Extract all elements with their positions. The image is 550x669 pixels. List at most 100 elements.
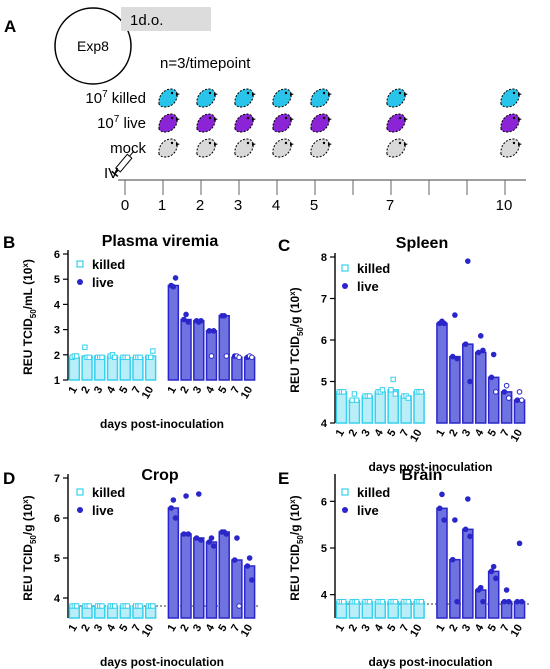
x-tick-label: 3 [460,428,473,439]
x-tick-label: 2 [178,385,191,396]
live-point [183,311,189,318]
x-tick-label: 7 [499,428,512,439]
y-axis-label: REU TCID50/g (10x) [21,495,38,600]
route-label: IV [104,165,118,182]
live-bar [487,376,500,424]
experiment-circle [54,7,132,85]
live-point [488,374,495,381]
live-bar [218,314,230,381]
live-point [490,351,497,358]
x-tick-label: 1 [334,623,347,634]
bird-icon [272,138,294,158]
group-rows: 107 killed 107 live mock [85,88,522,158]
live-point [516,389,523,395]
y-tick-label: 6 [321,496,327,508]
live-point [234,535,240,541]
legend-killed-marker [341,488,349,496]
killed-bar [68,356,81,381]
x-tick-label: 5 [117,385,130,396]
live-point [231,557,238,563]
killed-point [86,354,92,361]
killed-bar [132,356,144,381]
killed-point [353,397,360,403]
killed-point [86,603,92,609]
syringe-icon [111,150,135,177]
x-tick-label: 10 [509,428,526,445]
live-bar [231,356,243,381]
x-tick-label: 7 [499,623,512,634]
killed-point [388,387,394,393]
live-point [465,496,471,502]
live-bar [167,284,180,381]
legend-live-marker [342,507,348,513]
x-tick-label: 1 [166,385,179,396]
live-point [172,275,179,281]
killed-point [82,344,88,350]
live-bar [436,322,448,424]
killed-point [351,391,358,397]
live-bar [436,507,448,619]
killed-point [340,389,347,395]
bird-icon [310,88,332,108]
legend-label: killed [357,261,390,276]
y-tick-label: 1 [54,375,60,387]
x-tick-label: 3 [92,623,105,634]
panel-a-schematic: A Exp8 1d.o. n=3/timepoint 107 killed107… [4,7,526,214]
legend-label: live [357,503,379,518]
x-axis-label: days post-inoculation [100,655,224,669]
x-axis-label: days post-inoculation [368,655,492,669]
killed-point [112,354,118,361]
x-tick-label: 4 [473,427,487,439]
x-tick-label: 3 [460,623,473,634]
live-bar [513,399,526,424]
x-tick-label: 5 [216,385,229,396]
live-point [172,515,179,521]
y-tick-label: 4 [321,418,328,430]
bird-icon [196,138,218,158]
y-tick-label: 4 [54,299,61,311]
live-point [490,563,497,570]
x-tick-label: 4 [473,622,487,634]
y-tick-label: 7 [54,473,60,485]
killed-point [366,393,373,399]
killed-point [137,603,143,609]
y-tick-label: 7 [321,294,327,306]
timeline-day-label: 10 [496,197,513,214]
chart-title: Spleen [396,235,448,252]
live-point [449,556,456,563]
y-axis-label: REU TCID50/g (10x) [288,495,305,600]
live-point [170,497,177,503]
killed-point [112,603,118,609]
timeline-day-label: 2 [196,197,204,214]
live-bar [180,318,192,381]
killed-bar [335,391,348,424]
live-point [516,540,523,547]
live-point [181,316,187,323]
bird-icon [386,113,408,133]
bird-icon [196,88,218,108]
live-point [185,531,192,537]
killed-point [379,387,386,393]
live-bar [167,507,180,619]
killed-point [124,354,131,361]
timeline-day-label: 0 [121,197,129,214]
legend-killed-marker [76,260,84,268]
live-point [249,577,255,583]
legend-live-marker [77,507,83,513]
bird-icon [234,138,256,158]
x-axis-label: days post-inoculation [368,460,492,474]
live-bar [449,355,461,424]
legend-label: live [92,503,114,518]
killed-point [418,598,424,605]
killed-point [392,598,399,605]
x-tick-label: 10 [408,623,425,640]
timeline-day-label: 5 [310,197,318,214]
legend-label: live [92,275,114,290]
live-point [493,389,499,395]
live-point [501,389,508,395]
live-point [249,354,255,361]
live-point [244,563,251,569]
y-axis-label: REU TCID50/mL (10x) [21,259,38,375]
x-tick-label: 1 [434,623,447,634]
